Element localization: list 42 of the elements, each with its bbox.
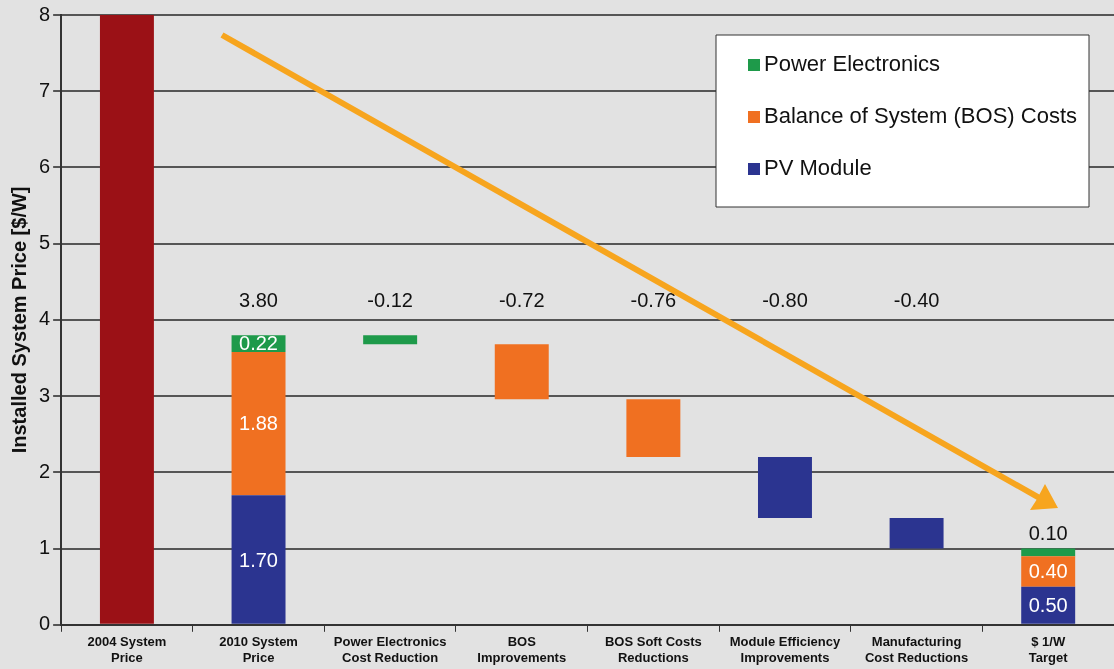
y-axis-title: Installed System Price [$/W] <box>7 186 30 454</box>
legend-label: Balance of System (BOS) Costs <box>764 103 1077 129</box>
x-tick-label: 2010 System Price <box>219 634 298 665</box>
x-tick-label: BOS Soft Costs Reductions <box>604 634 702 665</box>
x-tick-label: Power Electronics Cost Reduction <box>333 634 447 665</box>
bar <box>363 335 418 345</box>
y-tick-label: 4 <box>39 307 51 330</box>
x-tick-label: BOS Improvements <box>477 634 567 665</box>
y-tick-label: 1 <box>39 536 51 559</box>
annotation: -0.40 <box>893 288 940 311</box>
data-label: 0.10 <box>1028 522 1068 545</box>
bar <box>99 15 154 624</box>
data-label: 0.50 <box>1028 594 1068 617</box>
annotation: -0.12 <box>367 288 413 311</box>
legend-label: PV Module <box>764 155 872 181</box>
annotation: -0.76 <box>630 288 677 311</box>
y-tick-label: 2 <box>39 459 51 482</box>
x-tick-label: $ 1/W Target <box>1028 634 1069 665</box>
annotation: -0.72 <box>498 288 545 311</box>
total-label: 3.80 <box>239 288 279 311</box>
y-tick-label: 6 <box>39 154 51 177</box>
x-tick-label: Manufacturing Cost Reductions <box>864 634 969 665</box>
bar <box>231 351 286 496</box>
x-tick-label: Module Efficiency Improvements <box>729 634 841 665</box>
y-tick-label: 3 <box>39 383 51 406</box>
annotation: -0.80 <box>762 288 808 311</box>
bar <box>626 399 681 458</box>
bar <box>231 495 286 624</box>
data-label: 1.70 <box>239 548 279 571</box>
bar <box>758 457 812 519</box>
bar <box>494 344 549 400</box>
y-tick-label: 5 <box>39 231 51 254</box>
data-label: 1.88 <box>239 412 279 435</box>
y-tick-label: 8 <box>39 2 51 25</box>
bar <box>889 518 944 549</box>
legend-label: Power Electronics <box>764 51 941 77</box>
data-label: 0.22 <box>239 332 279 355</box>
y-tick-label: 0 <box>39 612 51 635</box>
bar <box>1021 548 1076 557</box>
data-label: 0.40 <box>1028 559 1068 582</box>
y-tick-label: 7 <box>39 78 51 101</box>
x-tick-label: 2004 System Price <box>87 634 167 665</box>
